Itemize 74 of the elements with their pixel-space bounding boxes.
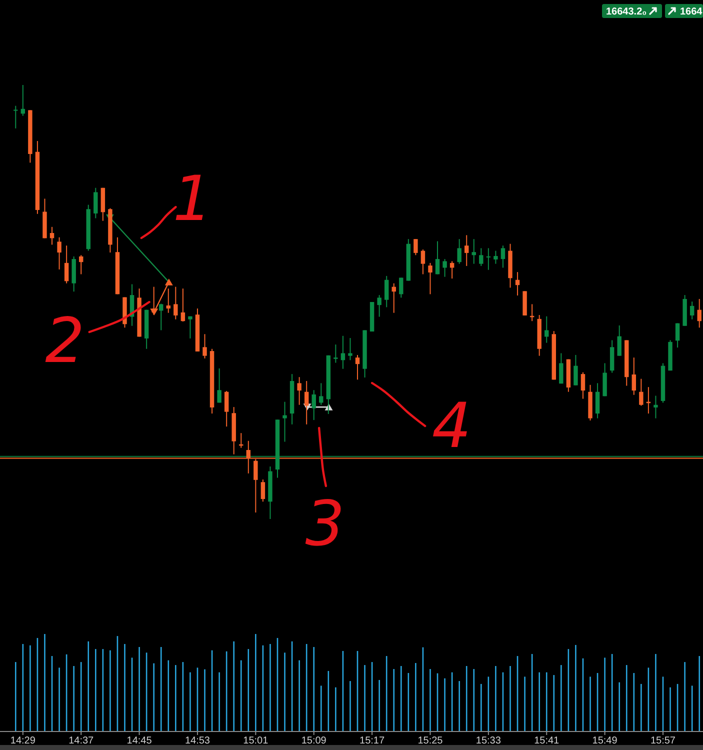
text: 16643.2₀ bbox=[606, 6, 647, 18]
candlestick bbox=[340, 335, 346, 370]
x-tick-label: 15:17 bbox=[360, 736, 385, 746]
candlestick bbox=[500, 245, 506, 268]
annotation: 2 bbox=[45, 304, 85, 377]
candlestick bbox=[675, 322, 680, 348]
x-tick-label: 14:53 bbox=[184, 736, 210, 746]
candlestick bbox=[617, 324, 622, 356]
x-tick-label: 14:45 bbox=[126, 736, 152, 746]
candlestick bbox=[188, 316, 192, 339]
candlestick bbox=[246, 440, 251, 474]
candlestick bbox=[442, 258, 447, 278]
candlestick bbox=[50, 226, 54, 246]
candlestick bbox=[494, 250, 498, 264]
candlestick bbox=[355, 354, 360, 380]
candlestick bbox=[479, 248, 484, 266]
candlestick bbox=[312, 390, 316, 421]
candlestick bbox=[348, 338, 352, 361]
candlestick bbox=[639, 378, 644, 406]
candlestick bbox=[457, 238, 462, 264]
candlestick bbox=[580, 372, 586, 400]
candlestick bbox=[57, 236, 62, 270]
candlestick bbox=[254, 458, 258, 513]
candlestick bbox=[217, 368, 222, 404]
candlestick bbox=[602, 362, 607, 397]
candlestick bbox=[486, 248, 491, 270]
annotation: 1 bbox=[172, 162, 212, 235]
candlestick bbox=[297, 376, 302, 406]
candlestick bbox=[202, 334, 207, 359]
candlestick bbox=[152, 286, 156, 316]
candlestick bbox=[472, 238, 476, 264]
candlestick bbox=[377, 294, 382, 318]
x-tick-label: 15:41 bbox=[534, 736, 560, 746]
candlestick bbox=[654, 395, 658, 419]
candlestick bbox=[166, 288, 170, 314]
candlestick bbox=[180, 288, 186, 322]
candlestick bbox=[435, 240, 440, 275]
x-tick-label: 15:09 bbox=[301, 736, 327, 746]
annotation: 3 bbox=[305, 487, 345, 560]
candlestick bbox=[319, 382, 324, 406]
annotation: 4 bbox=[432, 389, 472, 462]
candlestick bbox=[94, 187, 98, 219]
candlestick bbox=[515, 272, 520, 296]
candlestick bbox=[174, 286, 178, 320]
x-tick-label: 14:29 bbox=[10, 736, 36, 746]
candlestick bbox=[399, 277, 404, 298]
candlestick bbox=[632, 357, 636, 396]
candlestick bbox=[159, 303, 164, 331]
candlestick bbox=[464, 234, 469, 266]
candlestick bbox=[78, 254, 84, 275]
candlestick bbox=[610, 340, 614, 374]
candlestick bbox=[420, 248, 426, 275]
candlestick bbox=[334, 344, 338, 364]
candlestick bbox=[282, 401, 287, 442]
candlestick bbox=[559, 352, 564, 384]
candlestick bbox=[574, 354, 578, 386]
candlestick bbox=[595, 382, 600, 419]
candlestick bbox=[690, 301, 694, 320]
x-tick-label: 15:57 bbox=[650, 736, 676, 746]
candlestick bbox=[224, 390, 229, 428]
candlestick bbox=[544, 316, 549, 344]
candlestick bbox=[428, 262, 432, 295]
candlestick bbox=[260, 479, 266, 502]
candlestick bbox=[384, 275, 389, 308]
x-tick-label: 14:37 bbox=[68, 736, 94, 746]
x-tick-label: 15:49 bbox=[592, 736, 618, 746]
candlestick bbox=[64, 245, 69, 284]
x-tick-label: 15:33 bbox=[476, 736, 502, 746]
x-tick-label: 15:01 bbox=[243, 736, 269, 746]
text: 1664 bbox=[680, 6, 703, 18]
x-tick-label: 15:25 bbox=[418, 736, 444, 746]
candlestick bbox=[697, 298, 702, 328]
candlestick bbox=[14, 105, 18, 129]
candlestick bbox=[414, 238, 418, 256]
